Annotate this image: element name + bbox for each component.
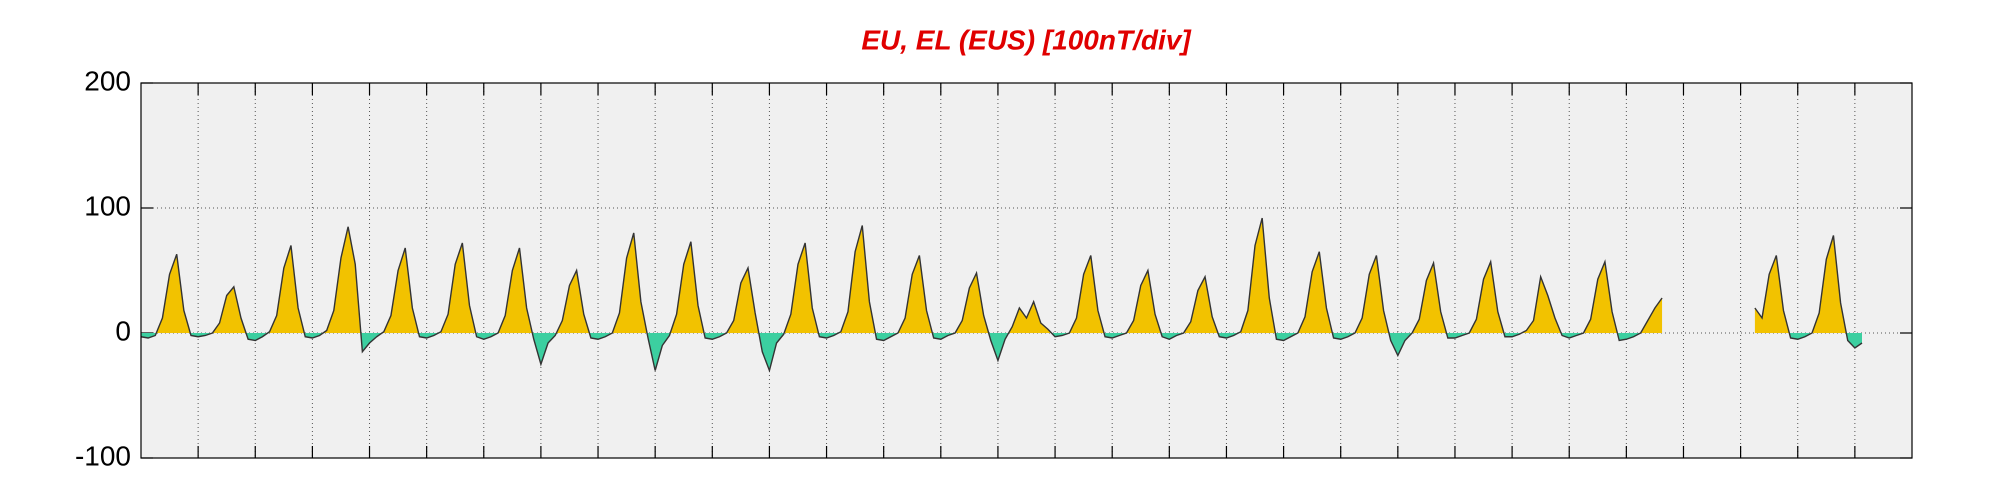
y-tick-label: 0 xyxy=(115,315,131,346)
series-line xyxy=(140,217,1863,373)
negative-area xyxy=(141,333,1863,371)
y-tick-label: 100 xyxy=(84,190,131,221)
chart-title: EU, EL (EUS) [100nT/div] xyxy=(861,24,1192,55)
y-tick-label: -100 xyxy=(75,440,131,471)
plot-area xyxy=(141,83,1912,458)
plot-frame xyxy=(140,82,1913,459)
y-tick-label: 200 xyxy=(84,65,131,96)
positive-area xyxy=(141,218,1863,333)
